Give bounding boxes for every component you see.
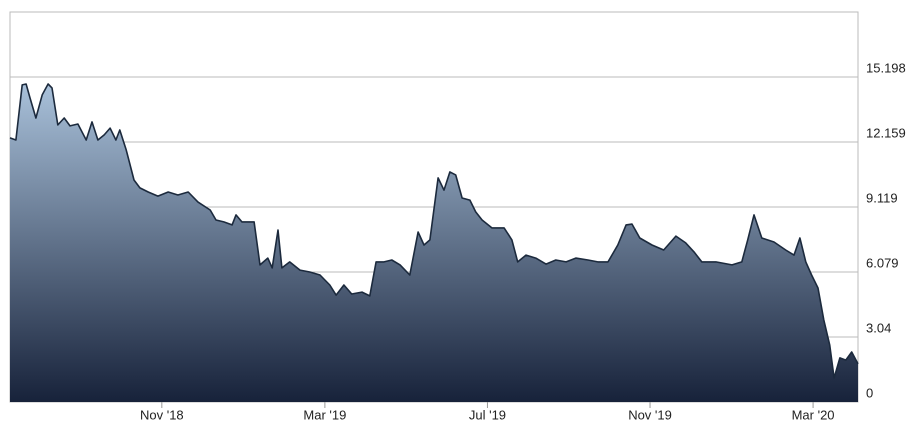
y-tick-label: 12.159 — [866, 125, 906, 140]
x-tick-label: Mar '19 — [303, 407, 346, 422]
price-line — [9, 83, 859, 379]
y-tick-label: 15.198 — [866, 60, 906, 75]
y-tick-label: 9.119 — [866, 190, 898, 205]
y-tick-label: 6.079 — [866, 255, 899, 270]
y-tick-label: 3.04 — [866, 320, 891, 335]
x-tick-label: Nov '19 — [628, 407, 672, 422]
area-fill — [10, 84, 858, 402]
x-tick-label: Mar '20 — [792, 407, 835, 422]
x-tick-label: Jul '19 — [469, 407, 506, 422]
x-tick-label: Nov '18 — [140, 407, 184, 422]
y-tick-label: 0 — [866, 385, 873, 400]
